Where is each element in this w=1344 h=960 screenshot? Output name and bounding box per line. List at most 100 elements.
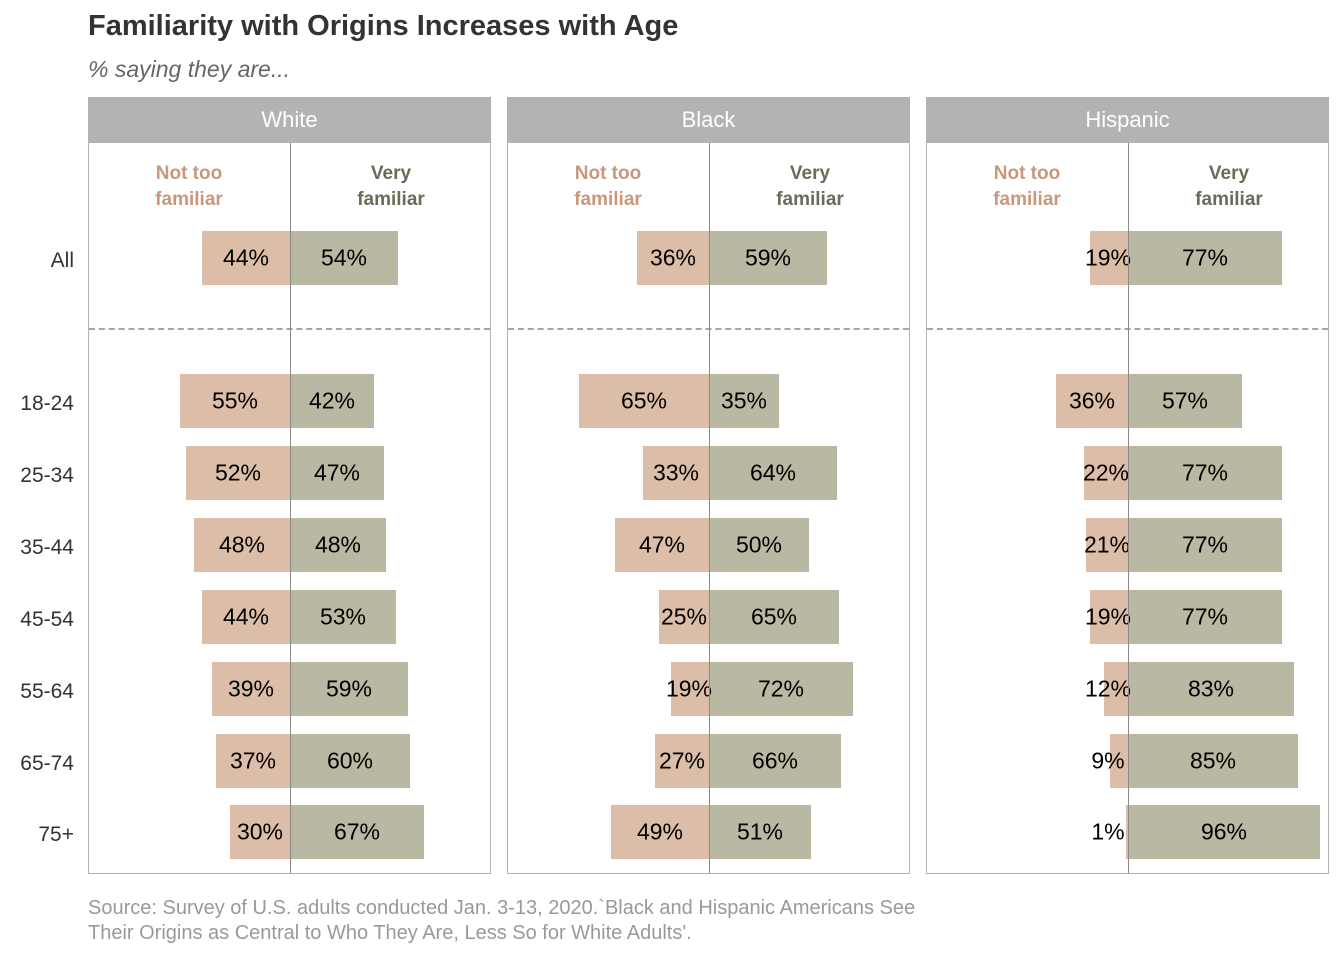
bar-very-familiar	[709, 805, 811, 859]
chart-subtitle: % saying they are...	[88, 56, 290, 82]
value-label-very-familiar: 48%	[314, 531, 362, 558]
bar-very-familiar	[290, 734, 410, 788]
chart-title: Familiarity with Origins Increases with …	[88, 10, 679, 42]
value-label-very-familiar: 83%	[1187, 675, 1235, 702]
value-label-not-too-familiar: 21%	[1083, 531, 1131, 558]
bar-not-too-familiar	[1110, 734, 1128, 788]
value-label-not-too-familiar: 49%	[636, 818, 684, 845]
value-label-not-too-familiar: 27%	[658, 747, 706, 774]
legend-very-familiar: Very familiar	[776, 163, 844, 210]
value-label-not-too-familiar: 22%	[1082, 459, 1130, 486]
value-label-very-familiar: 77%	[1181, 603, 1229, 630]
value-label-very-familiar: 67%	[333, 818, 381, 845]
bar-not-too-familiar	[1056, 374, 1128, 428]
bar-not-too-familiar	[1084, 446, 1128, 500]
bar-not-too-familiar	[659, 590, 709, 644]
value-label-not-too-familiar: 25%	[660, 603, 708, 630]
bar-not-too-familiar	[637, 231, 709, 285]
value-label-not-too-familiar: 19%	[1084, 244, 1132, 271]
row-label-25-34: 25-34	[20, 464, 74, 487]
source-line-1: Source: Survey of U.S. adults conducted …	[88, 897, 916, 919]
value-label-not-too-familiar: 47%	[638, 531, 686, 558]
bar-very-familiar	[1128, 231, 1282, 285]
bar-not-too-familiar	[230, 805, 290, 859]
row-label-all: All	[50, 249, 74, 272]
value-label-not-too-familiar: 48%	[218, 531, 266, 558]
bar-not-too-familiar	[186, 446, 290, 500]
bar-not-too-familiar	[611, 805, 709, 859]
panel-header-black: Black	[507, 97, 910, 143]
bar-not-too-familiar	[1086, 518, 1128, 572]
row-label-18-24: 18-24	[20, 392, 74, 415]
value-label-very-familiar: 42%	[308, 387, 356, 414]
bar-very-familiar	[290, 805, 424, 859]
row-label-45-54: 45-54	[20, 608, 74, 631]
value-label-not-too-familiar: 44%	[222, 244, 270, 271]
bar-very-familiar	[1128, 374, 1242, 428]
separator-line	[927, 328, 1328, 330]
value-label-not-too-familiar: 36%	[649, 244, 697, 271]
value-label-not-too-familiar: 30%	[236, 818, 284, 845]
bar-not-too-familiar	[1126, 805, 1128, 859]
value-label-very-familiar: 53%	[319, 603, 367, 630]
zero-axis	[1128, 143, 1129, 873]
bar-very-familiar	[709, 518, 809, 572]
value-label-not-too-familiar: 37%	[229, 747, 277, 774]
bar-very-familiar	[290, 446, 384, 500]
value-label-very-familiar: 57%	[1161, 387, 1209, 414]
bar-very-familiar	[290, 518, 386, 572]
bar-very-familiar	[709, 231, 827, 285]
bar-not-too-familiar	[180, 374, 290, 428]
bar-not-too-familiar	[655, 734, 709, 788]
value-label-very-familiar: 51%	[736, 818, 784, 845]
value-label-very-familiar: 72%	[757, 675, 805, 702]
value-label-very-familiar: 96%	[1200, 818, 1248, 845]
bar-very-familiar	[1128, 734, 1298, 788]
value-label-not-too-familiar: 65%	[620, 387, 668, 414]
value-label-not-too-familiar: 55%	[211, 387, 259, 414]
panel-hispanic: Not too familiar Very familiar 19% 77% 36% 57…	[926, 143, 1329, 874]
row-label-55-64: 55-64	[20, 680, 74, 703]
bar-not-too-familiar	[671, 662, 709, 716]
bar-not-too-familiar	[212, 662, 290, 716]
bar-very-familiar	[709, 590, 839, 644]
bar-very-familiar	[1128, 805, 1320, 859]
value-label-not-too-familiar: 44%	[222, 603, 270, 630]
value-label-very-familiar: 77%	[1181, 459, 1229, 486]
value-label-very-familiar: 64%	[749, 459, 797, 486]
panel-header-white: White	[88, 97, 491, 143]
legend-not-too-familiar: Not too familiar	[993, 163, 1061, 210]
row-label-65-74: 65-74	[20, 752, 74, 775]
value-label-very-familiar: 60%	[326, 747, 374, 774]
value-label-very-familiar: 65%	[750, 603, 798, 630]
value-label-very-familiar: 66%	[751, 747, 799, 774]
value-label-very-familiar: 54%	[320, 244, 368, 271]
bar-very-familiar	[709, 446, 837, 500]
value-label-not-too-familiar: 52%	[214, 459, 262, 486]
bar-not-too-familiar	[194, 518, 290, 572]
value-label-not-too-familiar: 12%	[1084, 675, 1132, 702]
legend-very-familiar: Very familiar	[1195, 163, 1263, 210]
bar-not-too-familiar	[579, 374, 709, 428]
separator-line	[508, 328, 909, 330]
bar-not-too-familiar	[1104, 662, 1128, 716]
zero-axis	[709, 143, 710, 873]
zero-axis	[290, 143, 291, 873]
bar-very-familiar	[1128, 446, 1282, 500]
bar-not-too-familiar	[1090, 231, 1128, 285]
source-line-2: Their Origins as Central to Who They Are…	[88, 922, 692, 944]
bar-not-too-familiar	[216, 734, 290, 788]
bar-not-too-familiar	[1090, 590, 1128, 644]
panel-header-hispanic: Hispanic	[926, 97, 1329, 143]
value-label-very-familiar: 47%	[313, 459, 361, 486]
bar-very-familiar	[290, 662, 408, 716]
value-label-not-too-familiar: 19%	[1084, 603, 1132, 630]
value-label-not-too-familiar: 33%	[652, 459, 700, 486]
legend-not-too-familiar: Not too familiar	[155, 163, 223, 210]
row-label-75-: 75+	[38, 823, 74, 846]
bar-not-too-familiar	[615, 518, 709, 572]
value-label-not-too-familiar: 19%	[665, 675, 713, 702]
value-label-very-familiar: 85%	[1189, 747, 1237, 774]
value-label-not-too-familiar: 39%	[227, 675, 275, 702]
bar-not-too-familiar	[202, 231, 290, 285]
